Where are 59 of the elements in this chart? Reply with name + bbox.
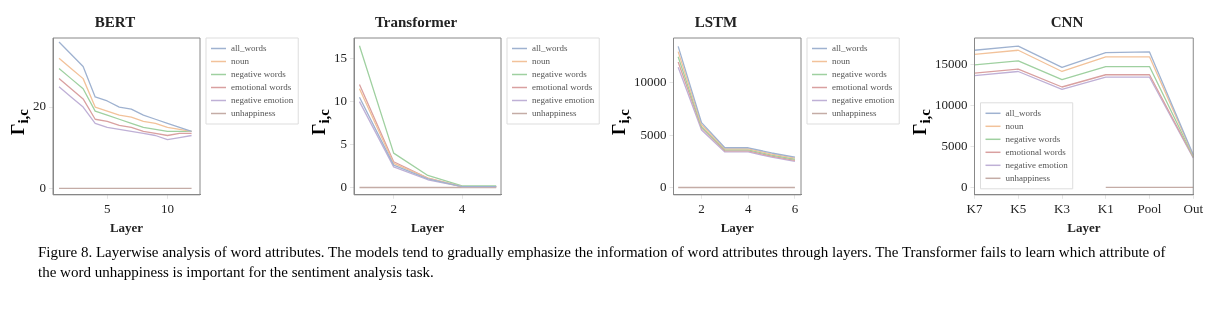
x-tick-label: Out: [1183, 201, 1204, 217]
y-tick-label: 0: [660, 178, 667, 194]
x-axis-title: Layer: [720, 219, 755, 235]
y-tick-label: 20: [33, 98, 46, 114]
legend-label: noun: [832, 55, 851, 66]
legend-label: unhappiness: [832, 107, 878, 118]
x-tick-label: K5: [1010, 201, 1027, 217]
legend-label: all_words: [1005, 107, 1042, 118]
chart-title: LSTM: [695, 13, 738, 30]
y-tick-label: 15: [333, 50, 347, 66]
legend-label: noun: [1005, 120, 1024, 131]
x-tick-label: 4: [458, 201, 466, 217]
legend-label: noun: [231, 55, 250, 66]
x-tick-label: 4: [745, 201, 753, 217]
y-tick-label: 5000: [941, 138, 968, 154]
x-tick-label: K3: [1054, 201, 1070, 217]
y-tick-label: 10000: [934, 97, 968, 113]
legend-label: unhappiness: [531, 107, 577, 118]
legend-label: emotional words: [531, 81, 593, 92]
y-tick-label: 10: [333, 93, 347, 108]
legend-label: negative emotion: [231, 94, 294, 105]
x-tick-label: 2: [390, 201, 397, 217]
chart-title: Transformer: [374, 13, 458, 30]
legend-label: emotional words: [231, 81, 292, 92]
legend-label: noun: [531, 55, 551, 66]
y-tick-label: 5: [340, 135, 347, 151]
y-tick-label: 0: [39, 179, 46, 195]
x-tick-label: 2: [698, 201, 706, 217]
y-tick-label: 5000: [640, 126, 667, 142]
y-tick-label: 0: [340, 178, 347, 194]
legend-label: unhappiness: [231, 107, 276, 118]
x-tick-label: 10: [160, 201, 174, 217]
legend-label: all_words: [832, 42, 869, 53]
x-axis-title: Layer: [109, 219, 144, 235]
y-tick-label: 0: [960, 178, 968, 194]
legend-label: negative emotion: [1005, 159, 1069, 170]
caption: Figure 8. Layerwise analysis of word attributes. The models tend to gradually emphasize the information of word attributes through layers. The Transformer fails to learn which attribute of the word unhappiness is important for the sentiment analysis task.: [37, 243, 1167, 282]
x-axis-title: Layer: [410, 219, 444, 235]
x-tick-label: 5: [103, 201, 111, 217]
legend-label: emotional words: [1005, 146, 1067, 157]
x-tick-label: 6: [791, 201, 799, 217]
y-tick-label: 10000: [634, 74, 667, 90]
x-axis-title: Layer: [1067, 219, 1101, 235]
legend-label: negative emotion: [832, 94, 896, 105]
legend-label: all_words: [231, 42, 267, 53]
x-tick-label: K1: [1097, 201, 1114, 217]
legend-label: unhappiness: [1005, 172, 1051, 183]
y-tick-label: 15000: [934, 56, 968, 72]
legend-label: emotional words: [832, 81, 894, 92]
chart-title: BERT: [94, 13, 136, 30]
legend-label: negative words: [832, 68, 888, 79]
legend-label: negative emotion: [531, 94, 595, 105]
legend-label: negative words: [531, 68, 587, 79]
chart-title: CNN: [1050, 13, 1084, 30]
legend-label: negative words: [1005, 133, 1061, 144]
x-tick-label: Pool: [1137, 201, 1162, 217]
x-tick-label: K7: [966, 201, 983, 217]
legend-label: all_words: [531, 42, 568, 53]
legend-label: negative words: [231, 68, 287, 79]
